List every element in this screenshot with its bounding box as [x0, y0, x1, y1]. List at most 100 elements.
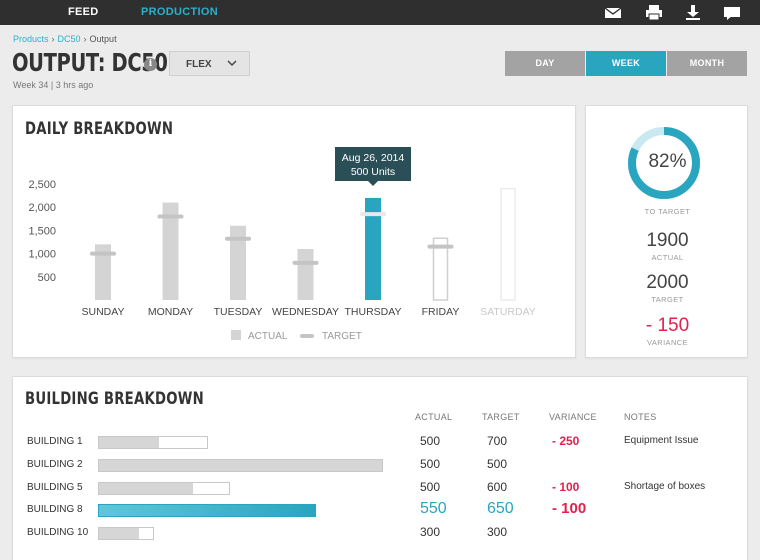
bar-saturday: [500, 187, 516, 301]
building-progress-fill: [99, 528, 139, 539]
col-variance-header: VARIANCE: [549, 412, 597, 422]
building-progress-bar: [98, 482, 230, 495]
building-progress-fill: [99, 505, 315, 516]
building-target: 600: [487, 480, 508, 494]
col-target-header: TARGET: [482, 412, 520, 422]
daily-breakdown-panel: DAILY BREAKDOWN 2,500 2,000 1,500 1,000 500 S…: [12, 105, 576, 358]
y-tick-label: 1,500: [28, 225, 56, 237]
breadcrumb-output: Output: [89, 34, 117, 44]
legend-actual-swatch: [231, 330, 241, 340]
building-name: BUILDING 10: [27, 527, 89, 538]
building-note: Equipment Issue: [624, 435, 699, 446]
y-tick-label: 500: [38, 272, 56, 284]
y-tick-label: 1,000: [28, 249, 56, 261]
bar-tuesday: [230, 225, 246, 300]
percent-to-target: 82%: [648, 151, 687, 172]
print-icon[interactable]: [645, 4, 663, 21]
x-tick-label-thursday: THURSDAY: [345, 306, 402, 318]
target-marker-tuesday: [225, 236, 251, 241]
info-icon[interactable]: i: [144, 58, 157, 71]
bar-wednesday: [297, 248, 314, 300]
actual-label: ACTUAL: [651, 253, 684, 262]
y-tick-label: 2,000: [28, 202, 56, 214]
to-target-label: TO TARGET: [644, 207, 691, 216]
actual-value: 1900: [646, 230, 689, 251]
nav-feed-link[interactable]: FEED: [68, 6, 99, 18]
building-progress-bar: [98, 436, 208, 449]
building-actual: 550: [420, 500, 447, 517]
target-marker-sunday: [90, 251, 116, 256]
building-actual: 500: [420, 480, 441, 494]
target-marker-monday: [157, 214, 184, 219]
mode-select[interactable]: FLEX: [169, 51, 250, 76]
page-title: OUTPUT: DC50: [12, 48, 168, 77]
breadcrumb: Products › DC50 › Output: [13, 34, 117, 44]
y-tick-label: 2,500: [28, 179, 56, 191]
mode-select-value: FLEX: [186, 59, 212, 70]
bar-friday: [432, 237, 449, 301]
progress-ring: [628, 127, 700, 199]
target-value: 2000: [646, 272, 689, 293]
building-progress-bar: [98, 527, 154, 540]
variance-value: - 150: [645, 315, 690, 336]
mail-icon[interactable]: [604, 4, 622, 21]
tooltip-units: 500 Units: [351, 166, 395, 178]
breadcrumb-dc50[interactable]: DC50: [57, 34, 81, 44]
range-month-button[interactable]: MONTH: [667, 51, 747, 76]
tooltip-box: [335, 147, 411, 181]
range-day-button[interactable]: DAY: [505, 51, 585, 76]
daily-bar-chart: 2,500 2,000 1,500 1,000 500 SUNDAY MONDAY TUESD…: [28, 147, 536, 342]
legend-actual-label: ACTUAL: [248, 331, 288, 342]
download-icon[interactable]: [684, 4, 702, 21]
top-nav-bar: FEED PRODUCTION: [0, 0, 760, 25]
legend-target-label: TARGET: [322, 331, 362, 342]
building-progress-bar: [98, 459, 383, 472]
x-tick-label-monday: MONDAY: [148, 306, 193, 318]
comment-icon[interactable]: [723, 4, 741, 21]
building-progress-fill: [99, 460, 382, 471]
nav-production-link[interactable]: PRODUCTION: [141, 6, 218, 18]
building-actual: 300: [420, 525, 441, 539]
breadcrumb-products[interactable]: Products: [13, 34, 49, 44]
x-tick-label-sunday: SUNDAY: [82, 306, 125, 318]
tooltip-arrow: [368, 181, 378, 186]
bar-monday: [162, 202, 179, 300]
target-summary-panel: 82% TO TARGET 1900 ACTUAL 2000 TARGET - …: [585, 105, 748, 358]
tooltip-date: Aug 26, 2014: [342, 152, 405, 164]
target-marker-wednesday: [292, 260, 319, 265]
building-note: Shortage of boxes: [624, 481, 706, 492]
x-tick-label-saturday: SATURDAY: [480, 306, 536, 318]
x-tick-label-friday: FRIDAY: [422, 306, 460, 318]
building-target: 300: [487, 525, 508, 539]
building-actual: 500: [420, 434, 441, 448]
building-progress-fill: [99, 483, 193, 494]
building-progress-fill: [99, 437, 160, 448]
page-subtitle: Week 34 | 3 hrs ago: [13, 80, 94, 90]
building-name: BUILDING 5: [27, 482, 83, 493]
target-marker-thursday: [360, 212, 386, 217]
target-marker-friday: [427, 244, 454, 249]
building-target: 500: [487, 457, 508, 471]
target-label: TARGET: [651, 295, 684, 304]
bar-sunday: [95, 244, 111, 300]
building-name: BUILDING 1: [27, 436, 83, 447]
building-target: 700: [487, 434, 508, 448]
chevron-right-icon: ›: [51, 34, 55, 44]
building-target: 650: [487, 500, 514, 517]
building-name: BUILDING 8: [27, 504, 83, 515]
building-breakdown-title: BUILDING BREAKDOWN: [25, 389, 204, 409]
x-tick-label-wednesday: WEDNESDAY: [272, 306, 339, 318]
bar-thursday: [365, 197, 381, 300]
building-name: BUILDING 2: [27, 459, 83, 470]
building-variance: - 100: [552, 500, 587, 517]
chevron-right-icon: ›: [83, 34, 87, 44]
col-actual-header: ACTUAL: [415, 412, 453, 422]
chevron-down-icon: [227, 60, 237, 67]
building-progress-bar: [98, 504, 316, 517]
legend-target-swatch: [300, 334, 314, 338]
range-week-button[interactable]: WEEK: [586, 51, 666, 76]
x-tick-label-tuesday: TUESDAY: [214, 306, 263, 318]
col-notes-header: NOTES: [624, 412, 657, 422]
daily-breakdown-title: DAILY BREAKDOWN: [25, 119, 174, 139]
building-variance: - 250: [552, 434, 580, 448]
